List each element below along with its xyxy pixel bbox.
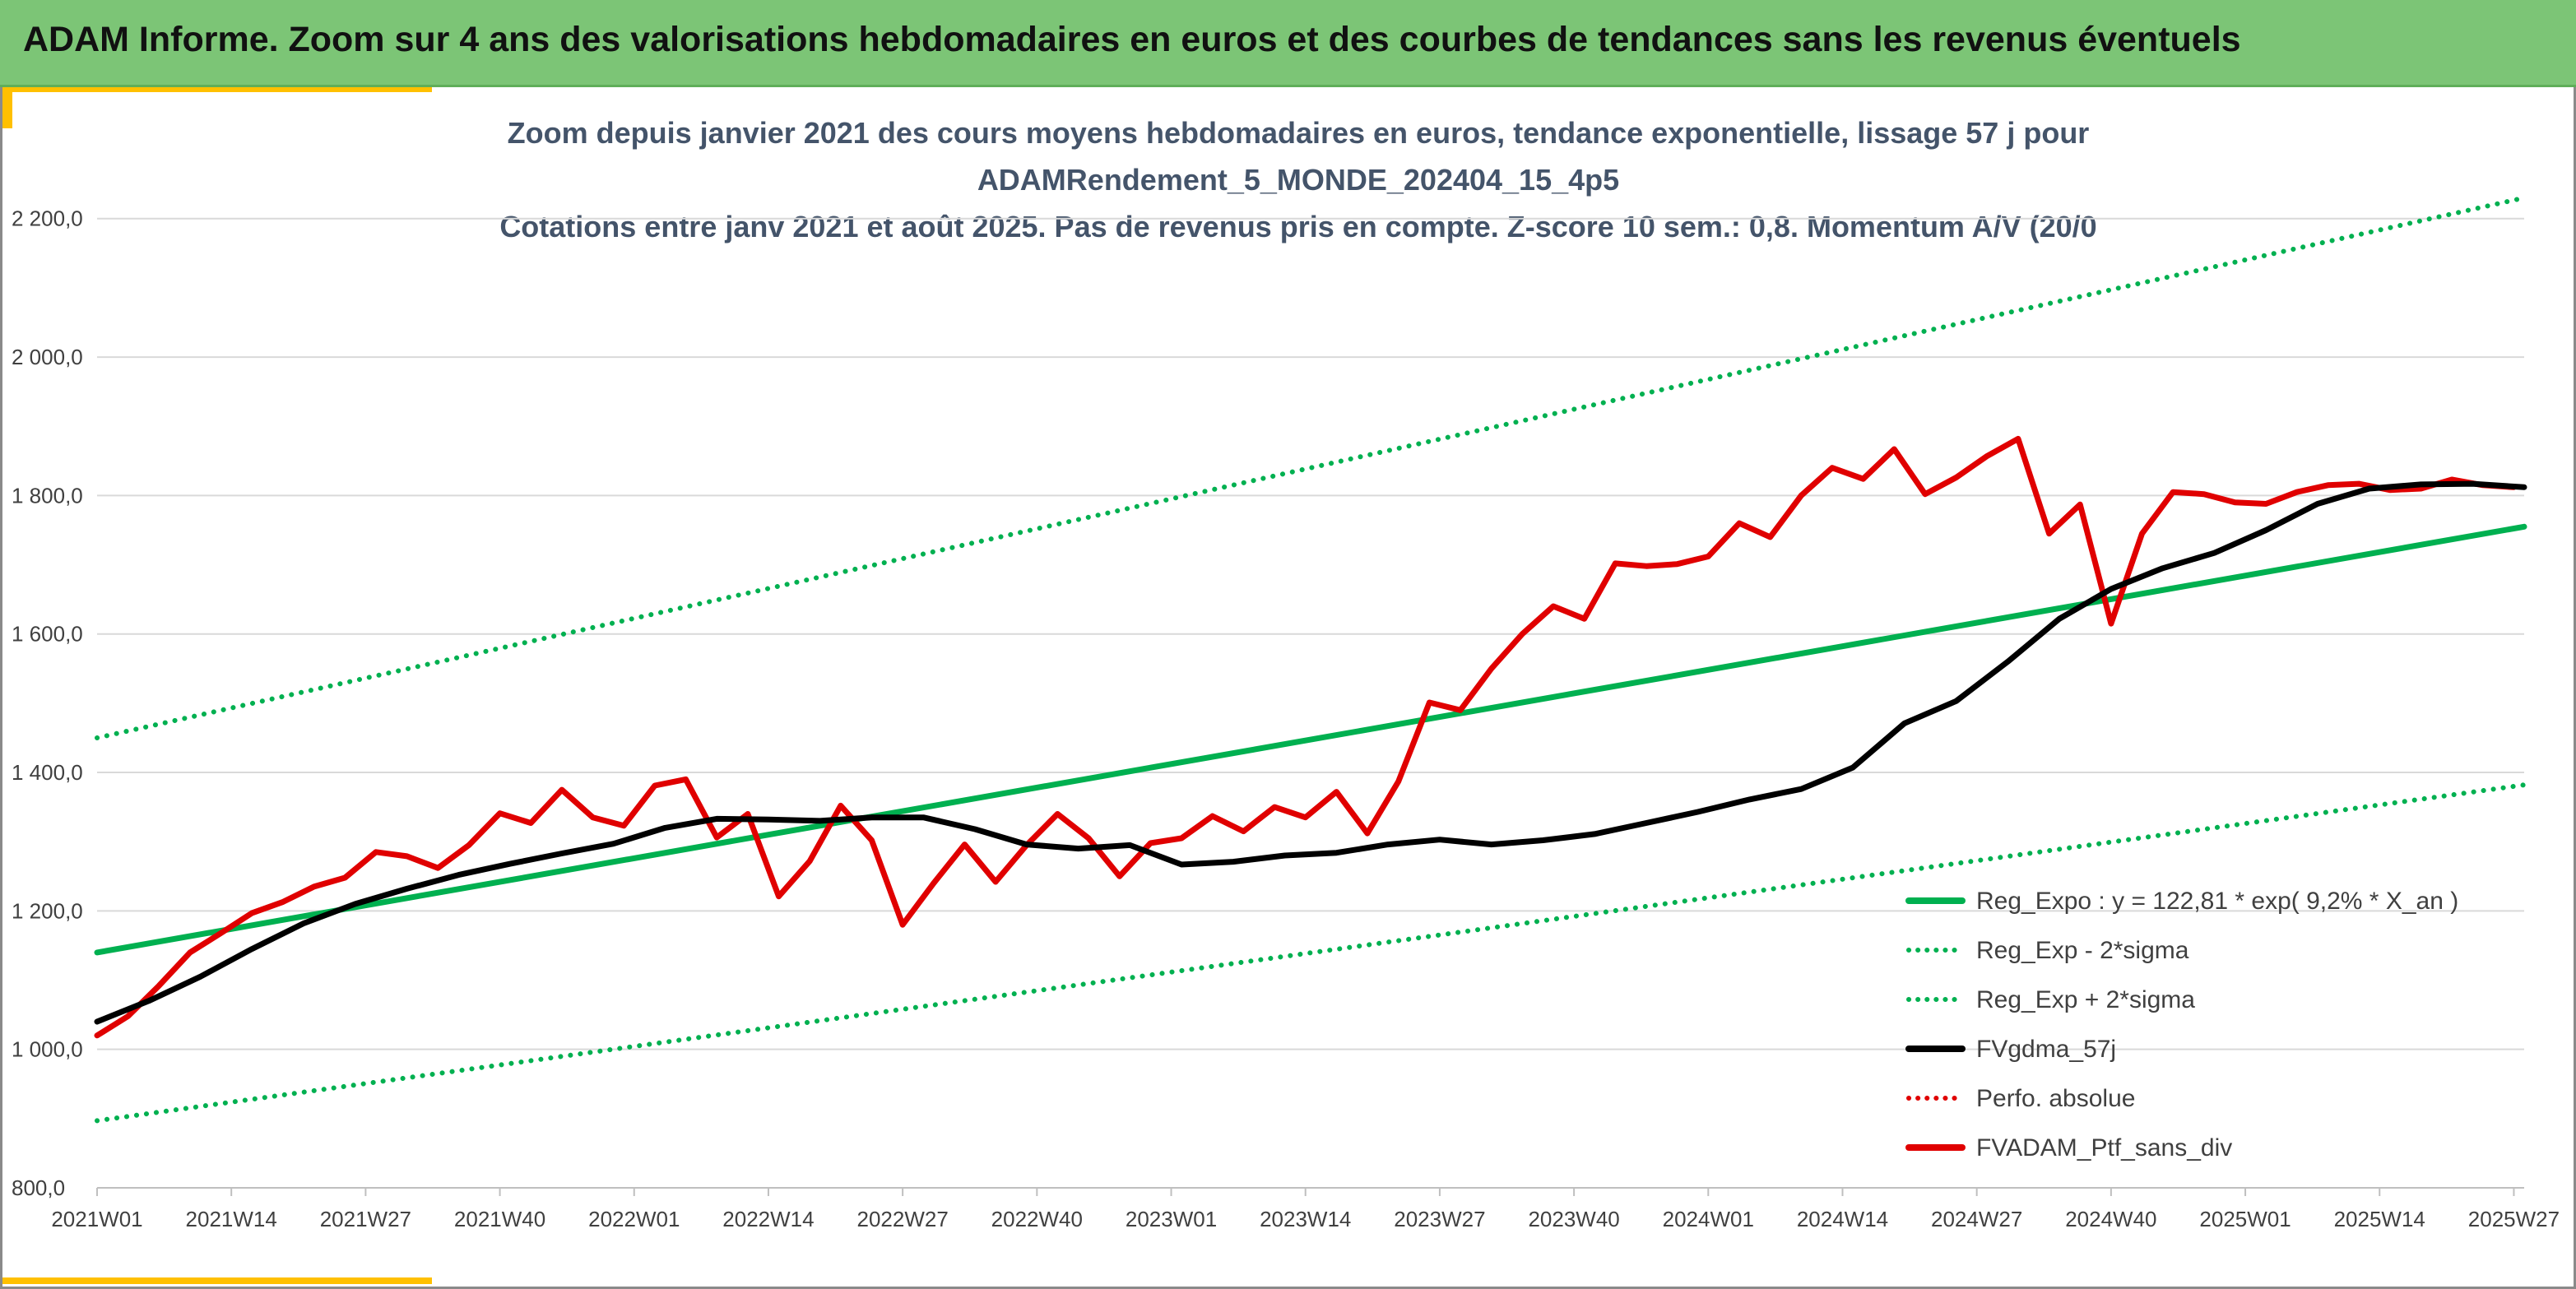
axes: 800,0 1 000,0 1 200,0 1 400,0 1 600,0 1 800,0… [12,206,2560,1231]
x-tick-label: 2024W27 [1931,1207,2022,1231]
x-tick-label: 2023W14 [1260,1207,1351,1231]
x-tick-label: 2021W14 [186,1207,277,1231]
x-tick-label: 2023W27 [1394,1207,1485,1231]
x-tick-label: 2022W01 [588,1207,680,1231]
chart-title-line-1: Zoom depuis janvier 2021 des cours moyen… [508,116,2090,150]
y-tick-label: 1 800,0 [12,483,83,508]
legend-label: Perfo. absolue [1976,1085,2135,1112]
x-tick-label: 2025W01 [2199,1207,2291,1231]
legend-label: FVADAM_Ptf_sans_div [1976,1134,2232,1161]
x-tick-label: 2022W40 [991,1207,1083,1231]
series [94,195,2527,1124]
x-tick-label: 2025W14 [2334,1207,2425,1231]
x-tick-label: 2021W27 [320,1207,411,1231]
y-tick-label: 1 600,0 [12,622,83,647]
banner-title: ADAM Informe. Zoom sur 4 ans des valoris… [23,20,2241,59]
chart-frame [0,87,2576,1289]
x-tick-label: 2024W14 [1797,1207,1888,1231]
x-tick-label: 2025W27 [2468,1207,2560,1231]
y-tick-label: 1 000,0 [12,1037,83,1062]
series-line-fvgdma-57j [94,480,2527,1025]
banner: ADAM Informe. Zoom sur 4 ans des valoris… [0,0,2576,87]
accent-bar-bottom-left [2,1277,432,1284]
chart-title: Zoom depuis janvier 2021 des cours moyen… [499,116,2096,243]
x-tick-label: 2024W01 [1663,1207,1754,1231]
series-line-reg-exp-2-sigma [95,195,2527,740]
x-tick-label: 2021W01 [51,1207,142,1231]
x-tick-label: 2024W40 [2065,1207,2156,1231]
chart-title-line-2: ADAMRendement_5_MONDE_202404_15_4p5 [977,163,1619,197]
series-line-reg-exp-2-sigma [95,782,2527,1124]
x-tick-label: 2022W14 [722,1207,814,1231]
accent-bar-top-left-vertical [2,87,12,128]
accent-bar-top-left [2,87,432,92]
x-tick-label: 2023W01 [1126,1207,1217,1231]
y-tick-label: 2 200,0 [12,206,83,231]
legend-label: Reg_Exp - 2*sigma [1976,937,2189,964]
y-tick-label: 1 400,0 [12,760,83,785]
y-tick-label: 2 000,0 [12,345,83,369]
series-line-fvadam-ptf-sans-div [94,435,2517,1039]
legend-label: Reg_Expo : y = 122,81 * exp( 9,2% * X_an… [1976,888,2458,915]
legend: Reg_Expo : y = 122,81 * exp( 9,2% * X_an… [1905,888,2458,1161]
x-tick-label: 2023W40 [1528,1207,1619,1231]
y-tick-label: 1 200,0 [12,898,83,923]
x-tick-label: 2021W40 [454,1207,545,1231]
chart-title-line-3: Cotations entre janv 2021 et août 2025. … [499,210,2096,243]
gridlines [97,217,2524,1189]
x-tick-label: 2022W27 [856,1207,948,1231]
legend-label: FVgdma_57j [1976,1036,2116,1063]
legend-label: Reg_Exp + 2*sigma [1976,986,2195,1013]
y-tick-label: 800,0 [12,1175,65,1200]
